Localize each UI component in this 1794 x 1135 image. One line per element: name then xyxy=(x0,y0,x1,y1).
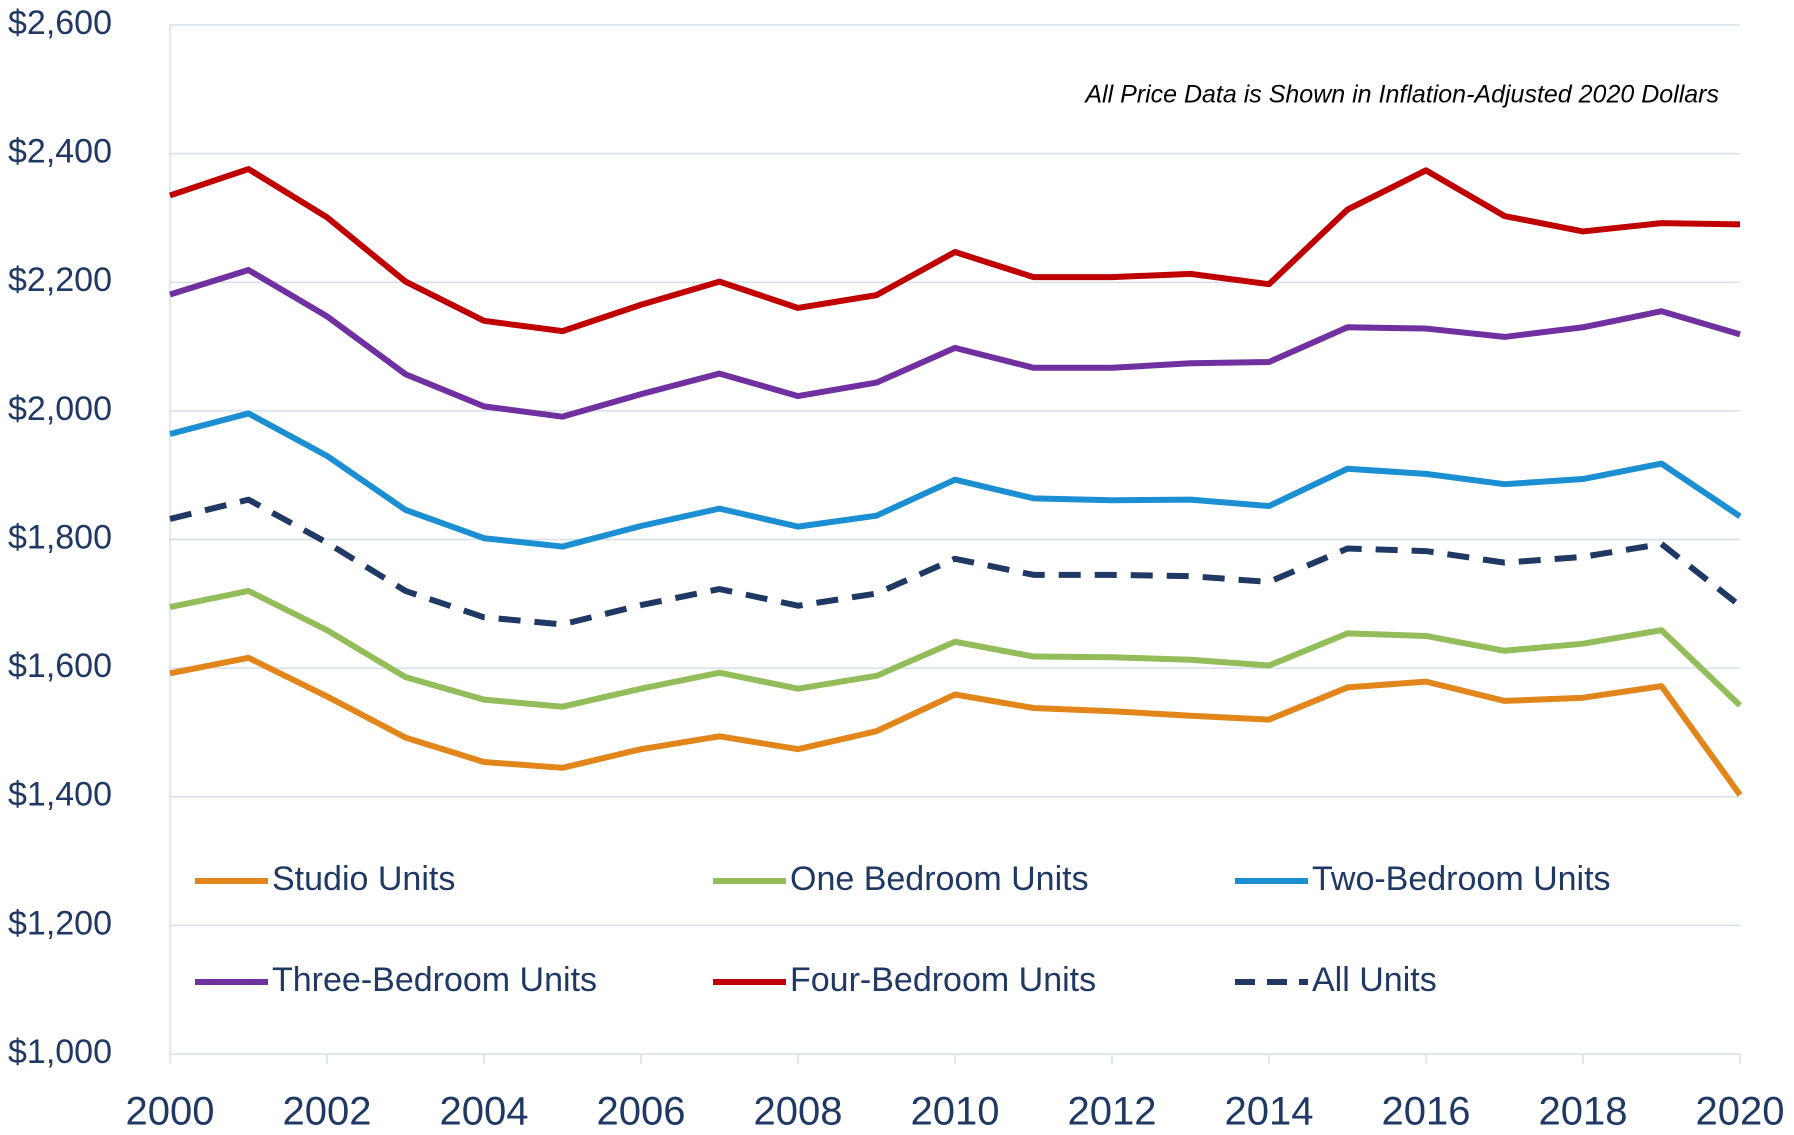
y-tick-label: $1,000 xyxy=(8,1033,112,1071)
y-tick-label: $2,200 xyxy=(8,261,112,299)
x-tick-label: 2010 xyxy=(911,1090,1000,1134)
x-tick-label: 2008 xyxy=(754,1090,843,1134)
series-line xyxy=(169,587,1743,710)
legend-label: Two-Bedroom Units xyxy=(1312,860,1611,898)
legend-label: Three-Bedroom Units xyxy=(272,961,597,999)
series-line xyxy=(169,410,1742,550)
series-line xyxy=(169,654,1743,797)
x-tick-label: 2000 xyxy=(126,1090,215,1134)
x-tick-label: 2018 xyxy=(1539,1090,1628,1134)
x-tick-label: 2006 xyxy=(597,1090,686,1134)
x-tick-label: 2016 xyxy=(1382,1090,1471,1134)
series-line xyxy=(169,166,1741,335)
legend-label: Studio Units xyxy=(272,860,455,898)
x-tick-label: 2002 xyxy=(283,1090,372,1134)
y-tick-label: $1,200 xyxy=(8,904,112,942)
y-tick-label: $2,400 xyxy=(8,133,112,171)
legend-label: One Bedroom Units xyxy=(790,860,1089,898)
x-tick-label: 2004 xyxy=(440,1090,529,1134)
y-tick-label: $2,600 xyxy=(8,4,112,42)
y-tick-label: $2,000 xyxy=(8,390,112,428)
x-tick-label: 2020 xyxy=(1696,1090,1785,1134)
annotation: All Price Data is Shown in Inflation-Adj… xyxy=(1083,81,1719,109)
x-tick-label: 2014 xyxy=(1225,1090,1314,1134)
y-tick-label: $1,400 xyxy=(8,776,112,814)
series-line xyxy=(169,267,1741,420)
legend-label: Four-Bedroom Units xyxy=(790,961,1096,999)
y-tick-label: $1,800 xyxy=(8,518,112,556)
y-tick-label: $1,600 xyxy=(8,647,112,685)
legend-label: All Units xyxy=(1312,961,1437,999)
x-tick-label: 2012 xyxy=(1068,1090,1157,1134)
series-line xyxy=(169,496,1742,628)
